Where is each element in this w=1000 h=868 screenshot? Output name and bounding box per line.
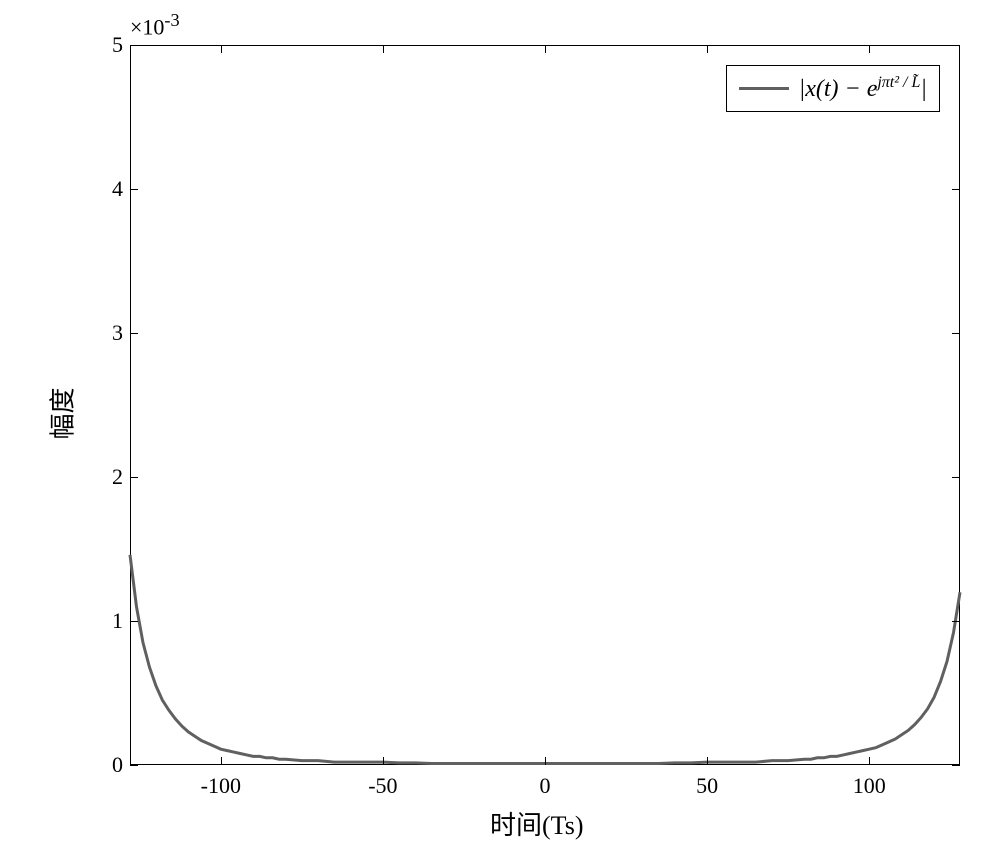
x-tick-mark-top xyxy=(869,45,870,53)
x-tick-mark xyxy=(545,757,546,765)
x-tick-label: -100 xyxy=(201,773,241,799)
y-tick-mark xyxy=(130,189,138,190)
y-tick-mark xyxy=(130,477,138,478)
y-tick-mark xyxy=(130,765,138,766)
x-tick-mark xyxy=(869,757,870,765)
y-tick-mark xyxy=(130,333,138,334)
data-curve xyxy=(0,0,1000,868)
x-tick-mark-top xyxy=(221,45,222,53)
legend-sup: jπt² / L̃ xyxy=(877,74,920,91)
y-axis-label: 幅度 xyxy=(43,387,80,439)
legend: |x(t) − ejπt² / L̃| xyxy=(726,65,940,112)
legend-suffix: | xyxy=(920,76,927,102)
x-tick-mark xyxy=(221,757,222,765)
x-tick-mark xyxy=(707,757,708,765)
x-tick-mark-top xyxy=(707,45,708,53)
series-line xyxy=(130,555,960,764)
legend-line-sample xyxy=(739,87,789,90)
x-tick-label: 50 xyxy=(696,773,718,799)
y-tick-label: 1 xyxy=(95,608,123,634)
x-tick-label: 0 xyxy=(540,773,551,799)
y-tick-mark-right xyxy=(952,45,960,46)
y-tick-mark xyxy=(130,45,138,46)
x-axis-label: 时间(Ts) xyxy=(490,805,584,842)
x-tick-mark-top xyxy=(383,45,384,53)
y-tick-mark-right xyxy=(952,333,960,334)
chart-container: ×10-3 -100-50050100012345 幅度 时间(Ts) |x(t… xyxy=(0,0,1000,868)
y-tick-mark-right xyxy=(952,477,960,478)
x-tick-label: -50 xyxy=(368,773,397,799)
y-tick-label: 4 xyxy=(95,176,123,202)
y-tick-label: 2 xyxy=(95,464,123,490)
x-tick-label: 100 xyxy=(853,773,886,799)
legend-prefix: |x(t) − e xyxy=(799,76,878,102)
x-tick-mark-top xyxy=(545,45,546,53)
y-tick-label: 5 xyxy=(95,32,123,58)
legend-label: |x(t) − ejπt² / L̃| xyxy=(799,74,927,103)
y-tick-mark-right xyxy=(952,189,960,190)
y-tick-mark-right xyxy=(952,765,960,766)
y-tick-label: 0 xyxy=(95,752,123,778)
y-tick-label: 3 xyxy=(95,320,123,346)
x-tick-mark xyxy=(383,757,384,765)
y-tick-mark-right xyxy=(952,621,960,622)
y-tick-mark xyxy=(130,621,138,622)
